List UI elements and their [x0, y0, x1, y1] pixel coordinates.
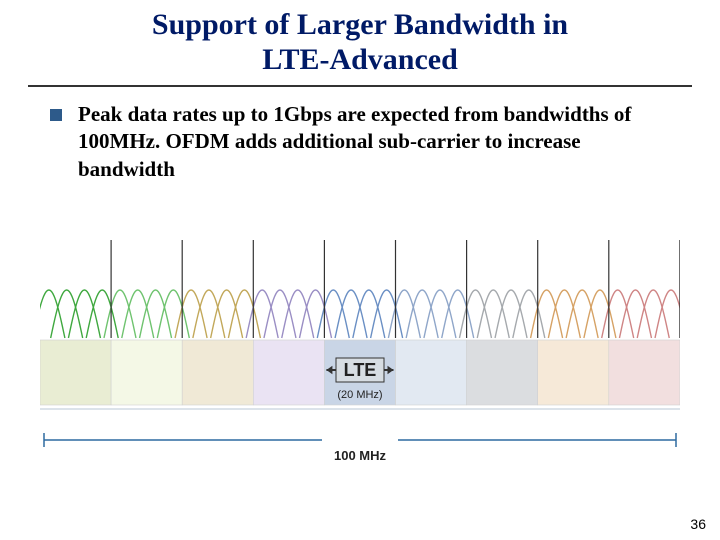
- bandwidth-diagram: LTE (20 MHz) 100 MHz: [40, 230, 680, 490]
- title-line-2: LTE-Advanced: [262, 43, 458, 76]
- title-line-1: Support of Larger Bandwidth in: [152, 8, 568, 41]
- square-bullet-icon: [50, 109, 62, 121]
- svg-text:LTE: LTE: [344, 360, 377, 380]
- bullet-text: Peak data rates up to 1Gbps are expected…: [78, 101, 680, 183]
- svg-text:100 MHz: 100 MHz: [334, 448, 387, 463]
- bullet-item: Peak data rates up to 1Gbps are expected…: [0, 101, 720, 183]
- svg-text:(20 MHz): (20 MHz): [337, 389, 382, 401]
- title-divider: [28, 85, 692, 87]
- page-number: 36: [690, 516, 706, 532]
